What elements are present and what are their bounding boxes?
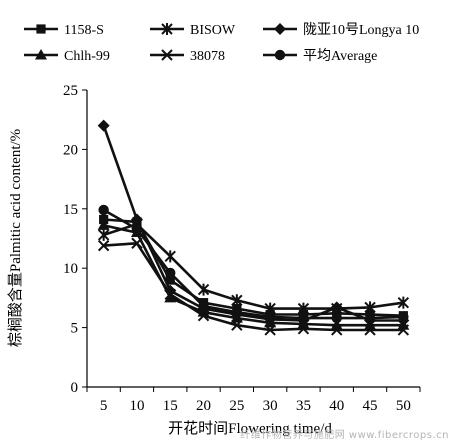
legend-marker	[274, 23, 286, 35]
data-point	[131, 223, 143, 235]
x-tick-label: 20	[196, 398, 211, 414]
x-tick-label: 5	[100, 398, 108, 414]
y-tick-label: 5	[71, 321, 79, 337]
legend-label: Chlh-99	[64, 49, 110, 64]
data-point	[97, 228, 110, 241]
data-point	[231, 319, 243, 331]
data-point	[364, 324, 376, 336]
data-point	[364, 312, 376, 324]
y-axis-label: 棕榈酸含量Palmitic acid content/%	[7, 129, 24, 347]
series-line	[103, 222, 404, 310]
data-point	[98, 204, 109, 216]
data-point	[297, 302, 310, 315]
legend-item: 1158-S	[24, 23, 104, 38]
x-tick-label: 30	[263, 398, 278, 414]
y-tick-label: 25	[63, 83, 78, 99]
x-tick-label: 50	[396, 398, 411, 414]
data-point	[198, 301, 209, 312]
x-tick-label: 25	[229, 398, 244, 414]
data-point	[298, 312, 309, 324]
data-point	[165, 275, 175, 285]
watermark-text: 纤维作物营养与施肥网 www.fibercrops.cn	[240, 430, 449, 441]
legend-item: 平均Average	[263, 48, 377, 64]
legend-marker	[161, 23, 173, 35]
data-point	[131, 237, 143, 249]
legend-label: 陇亚10号Longya 10	[303, 22, 419, 38]
series-circle	[98, 204, 409, 324]
legend: 1158-S BISOW 陇亚10号Longya 10 Chlh-99 38078 平均A…	[24, 22, 419, 64]
legend-label: BISOW	[190, 23, 236, 38]
data-point	[231, 306, 243, 318]
y-tick-label: 15	[63, 202, 78, 218]
legend-marker	[161, 49, 173, 61]
legend-item: 38078	[150, 49, 225, 64]
x-tick-label: 35	[296, 398, 311, 414]
data-point	[330, 301, 343, 314]
y-tick-label: 0	[71, 380, 79, 396]
x-tick-label: 40	[329, 398, 344, 414]
legend-marker	[35, 49, 47, 60]
series-line	[103, 242, 404, 332]
data-point	[364, 301, 376, 314]
series-line	[102, 125, 404, 322]
data-point	[197, 310, 210, 322]
legend-label: 平均Average	[303, 48, 377, 64]
x-tick-label: 15	[163, 398, 178, 414]
legend-label: 38078	[190, 49, 225, 64]
legend-label: 1158-S	[64, 23, 104, 38]
data-point	[264, 324, 276, 336]
legend-marker	[36, 24, 46, 34]
data-point	[130, 213, 143, 226]
data-point	[231, 294, 243, 307]
data-point	[397, 324, 410, 336]
series-line	[103, 208, 404, 320]
data-point	[398, 311, 409, 323]
legend-marker	[274, 49, 286, 61]
data-point	[97, 119, 110, 132]
y-tick-label: 20	[63, 142, 78, 158]
y-tick-label: 10	[63, 261, 78, 277]
data-point	[164, 291, 177, 303]
x-tick-label: 45	[363, 398, 378, 414]
data-point	[164, 288, 176, 301]
data-point	[331, 312, 342, 324]
data-point	[331, 324, 343, 336]
legend-item: BISOW	[150, 23, 236, 38]
data-point	[397, 296, 410, 309]
series-cross	[97, 237, 410, 336]
data-point	[197, 283, 210, 296]
data-point	[264, 311, 276, 323]
x-axis-label: 开花时间Flowering time/d	[168, 420, 332, 437]
data-point	[297, 323, 310, 335]
data-point	[97, 219, 110, 230]
series-diamond	[97, 119, 410, 327]
series-layer	[97, 119, 410, 336]
data-point	[165, 267, 176, 279]
x-tick-label: 10	[129, 398, 144, 414]
series-line	[103, 224, 404, 327]
legend-item: 陇亚10号Longya 10	[263, 22, 419, 38]
legend-item: Chlh-99	[24, 49, 110, 64]
data-point	[164, 250, 176, 263]
axes: 0 5 10 15 20 25 5 10 15 20 25 30 35 40 45 50	[63, 83, 421, 414]
data-point	[97, 239, 110, 252]
series-asterisk	[97, 218, 410, 315]
